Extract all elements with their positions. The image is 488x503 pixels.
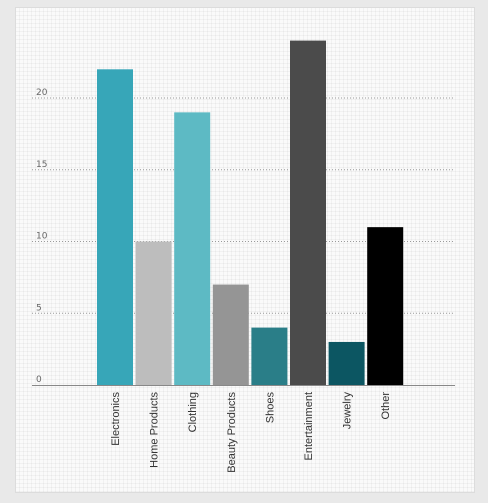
bars <box>97 40 404 386</box>
y-tick-label: 0 <box>36 375 42 385</box>
y-tick-label: 10 <box>36 232 48 242</box>
category-label: Electronics <box>110 392 122 446</box>
bar-shoes <box>251 327 288 385</box>
category-label: Jewelry <box>342 392 354 430</box>
y-tick-label: 20 <box>36 88 48 98</box>
category-label: Home Products <box>149 392 161 468</box>
category-label: Beauty Products <box>226 392 238 473</box>
bar-clothing <box>174 112 211 385</box>
bar-home-products <box>135 241 172 385</box>
y-tick-labels: 0 5 10 15 20 <box>36 88 48 385</box>
category-labels: Electronics Home Products Clothing Beauty P… <box>110 392 392 473</box>
category-label: Entertainment <box>303 392 315 460</box>
y-tick-label: 5 <box>36 303 42 313</box>
category-label: Clothing <box>187 392 199 432</box>
category-label: Shoes <box>264 392 276 424</box>
y-tick-label: 15 <box>36 160 47 170</box>
bar-entertainment <box>290 40 326 385</box>
bar-beauty-products <box>212 284 249 385</box>
bar-jewelry <box>328 341 365 385</box>
bar-other <box>367 227 404 385</box>
category-label: Other <box>380 392 392 420</box>
bar-electronics <box>97 69 133 386</box>
